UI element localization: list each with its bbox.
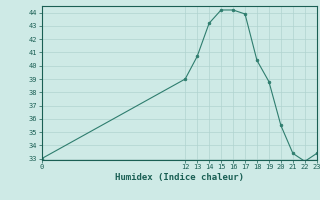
X-axis label: Humidex (Indice chaleur): Humidex (Indice chaleur) xyxy=(115,173,244,182)
